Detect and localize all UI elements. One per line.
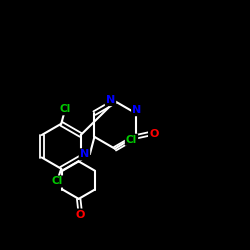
Text: N: N <box>132 105 141 115</box>
Text: O: O <box>76 210 85 220</box>
Text: Cl: Cl <box>126 135 137 145</box>
Text: N: N <box>80 149 89 160</box>
Text: Cl: Cl <box>60 104 71 114</box>
Text: Cl: Cl <box>52 176 63 186</box>
Text: O: O <box>149 129 158 139</box>
Text: N: N <box>106 95 115 105</box>
